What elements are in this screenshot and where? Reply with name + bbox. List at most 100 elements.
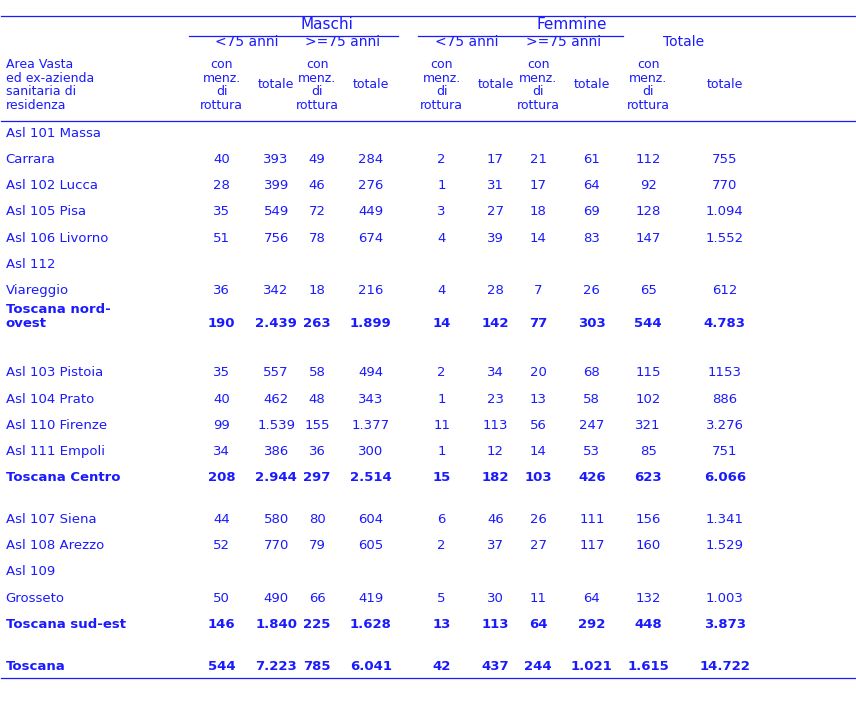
Text: 113: 113 [482,618,509,631]
Text: con: con [306,58,329,71]
Text: 4: 4 [437,284,446,297]
Text: totale: totale [353,78,389,91]
Text: 28: 28 [213,179,230,192]
Text: 21: 21 [530,153,547,166]
Text: 113: 113 [483,419,508,432]
Text: sanitaria di: sanitaria di [6,85,76,98]
Text: 1.529: 1.529 [706,539,744,552]
Text: 26: 26 [584,284,600,297]
Text: 247: 247 [580,419,604,432]
Text: 612: 612 [712,284,738,297]
Text: 3: 3 [437,205,446,218]
Text: Totale: Totale [663,35,704,49]
Text: 50: 50 [213,592,230,605]
Text: totale: totale [477,78,514,91]
Text: 449: 449 [359,205,383,218]
Text: 27: 27 [530,539,547,552]
Text: rottura: rottura [516,99,560,112]
Text: 1.615: 1.615 [627,660,669,672]
Text: 1: 1 [437,445,446,458]
Text: 65: 65 [639,284,657,297]
Text: 580: 580 [264,513,288,526]
Text: 419: 419 [358,592,383,605]
Text: 3.873: 3.873 [704,618,746,631]
Text: 2: 2 [437,539,446,552]
Text: 1: 1 [437,179,446,192]
Text: 303: 303 [578,318,606,330]
Text: 39: 39 [487,232,504,245]
Text: 20: 20 [530,366,546,379]
Text: 40: 40 [213,392,230,405]
Text: 92: 92 [639,179,657,192]
Text: 2: 2 [437,153,446,166]
Text: <75 anni: <75 anni [436,35,499,49]
Text: 494: 494 [359,366,383,379]
Text: 40: 40 [213,153,230,166]
Text: 51: 51 [213,232,230,245]
Text: 66: 66 [309,592,325,605]
Text: Asl 112: Asl 112 [6,258,55,271]
Text: 49: 49 [309,153,325,166]
Text: 751: 751 [712,445,738,458]
Text: 770: 770 [712,179,738,192]
Text: 549: 549 [264,205,288,218]
Text: rottura: rottura [627,99,669,112]
Text: 604: 604 [359,513,383,526]
Text: 53: 53 [583,445,600,458]
Text: 42: 42 [432,660,451,672]
Text: 208: 208 [208,471,235,484]
Text: >=75 anni: >=75 anni [305,35,380,49]
Text: 1.021: 1.021 [571,660,613,672]
Text: con: con [526,58,550,71]
Text: 69: 69 [584,205,600,218]
Text: Asl 109: Asl 109 [6,565,55,578]
Text: 393: 393 [264,153,288,166]
Text: 2.514: 2.514 [350,471,392,484]
Text: 11: 11 [530,592,547,605]
Text: 35: 35 [213,366,230,379]
Text: 111: 111 [579,513,604,526]
Text: Asl 101 Massa: Asl 101 Massa [6,127,101,140]
Text: di: di [436,85,448,98]
Text: 1.377: 1.377 [352,419,389,432]
Text: Asl 105 Pisa: Asl 105 Pisa [6,205,86,218]
Text: 58: 58 [309,366,325,379]
Text: 85: 85 [639,445,657,458]
Text: 46: 46 [487,513,504,526]
Text: 14: 14 [432,318,451,330]
Text: 544: 544 [208,660,235,672]
Text: 58: 58 [584,392,600,405]
Text: 2.439: 2.439 [255,318,297,330]
Text: 1.539: 1.539 [257,419,295,432]
Text: 437: 437 [482,660,509,672]
Text: 225: 225 [303,618,330,631]
Text: 623: 623 [634,471,662,484]
Text: 15: 15 [432,471,451,484]
Text: rottura: rottura [200,99,243,112]
Text: 6.041: 6.041 [350,660,392,672]
Text: 399: 399 [264,179,288,192]
Text: 263: 263 [303,318,331,330]
Text: Grosseto: Grosseto [6,592,65,605]
Text: 68: 68 [584,366,600,379]
Text: 6.066: 6.066 [704,471,746,484]
Text: 1.552: 1.552 [706,232,744,245]
Text: 7: 7 [534,284,543,297]
Text: 83: 83 [584,232,600,245]
Text: totale: totale [258,78,294,91]
Text: 102: 102 [635,392,661,405]
Text: Toscana sud-est: Toscana sud-est [6,618,126,631]
Text: 1: 1 [437,392,446,405]
Text: 755: 755 [712,153,738,166]
Text: 462: 462 [264,392,288,405]
Text: 61: 61 [584,153,600,166]
Text: 426: 426 [578,471,606,484]
Text: Asl 103 Pistoia: Asl 103 Pistoia [6,366,103,379]
Text: 544: 544 [634,318,662,330]
Text: ovest: ovest [6,318,47,330]
Text: Toscana nord-: Toscana nord- [6,303,110,316]
Text: 56: 56 [530,419,546,432]
Text: 30: 30 [487,592,504,605]
Text: 142: 142 [482,318,509,330]
Text: 28: 28 [487,284,504,297]
